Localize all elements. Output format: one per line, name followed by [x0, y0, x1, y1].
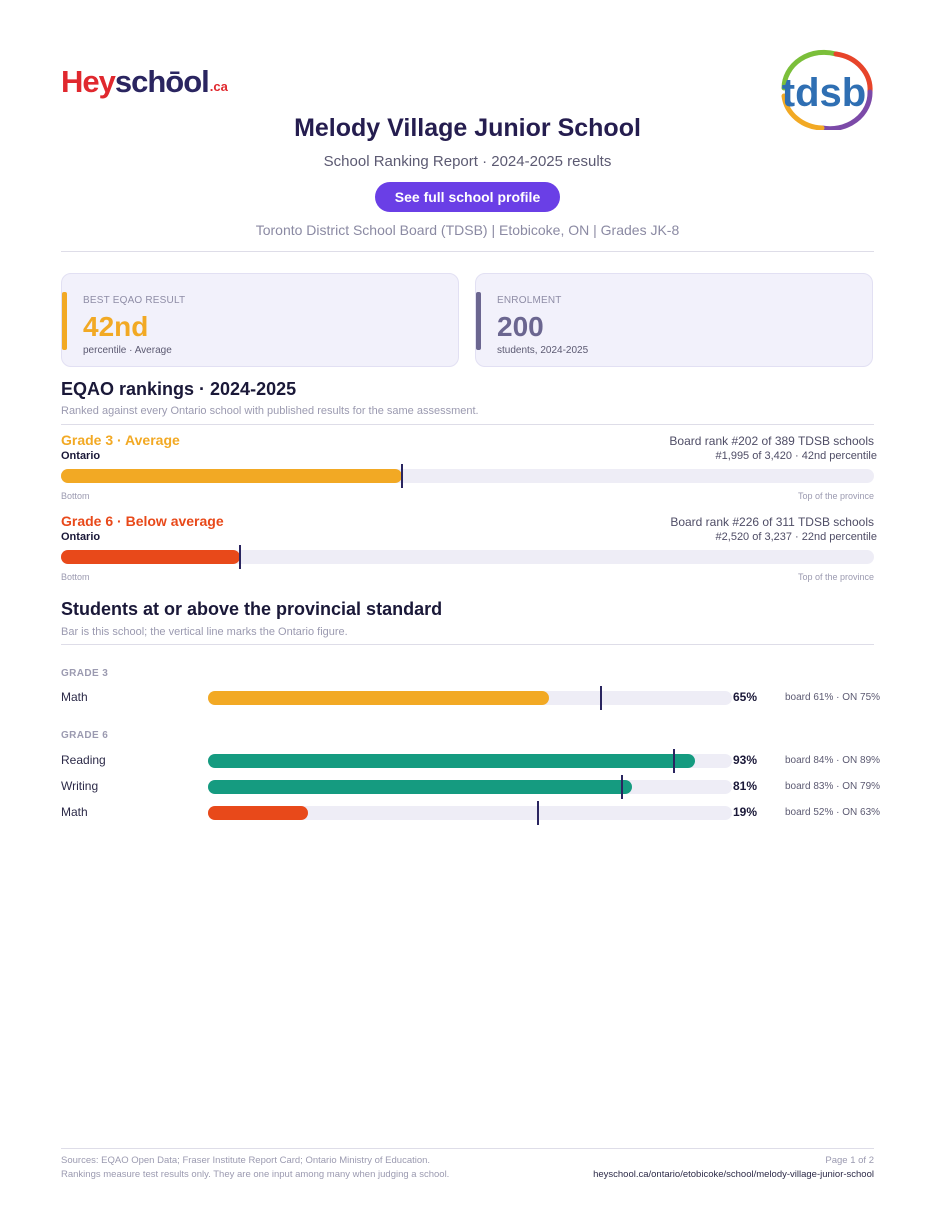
g6-reading-pct: 93% [733, 753, 758, 767]
best-eqao-label: BEST EQAO RESULT [83, 295, 186, 306]
footer-divider [61, 1148, 874, 1149]
tdsb-logo-text: tdsb [782, 71, 866, 115]
rankings-title: EQAO rankings · 2024-2025 [61, 379, 297, 399]
g3-math-compare: board 61% · ON 75% [785, 692, 881, 703]
logo-hey-text: Hey [61, 64, 116, 99]
g6-math-fill [208, 806, 308, 820]
g6-writing-track [208, 775, 732, 799]
g6-writing-ontario-marker [620, 775, 623, 799]
grade6-board-rank: Board rank #226 of 311 TDSB schools [670, 515, 874, 529]
g3-math-ontario-marker [600, 686, 602, 710]
standards-subtitle: Bar is this school; the vertical line ma… [61, 626, 348, 638]
footer-sources: Sources: EQAO Open Data; Fraser Institut… [61, 1155, 431, 1166]
g6-reading-fill [208, 754, 696, 768]
g3-math-track [208, 686, 732, 710]
grade3-rank-track [61, 464, 874, 488]
g6-writing-pct: 81% [733, 779, 758, 793]
g6-reading-track [208, 749, 732, 773]
grade6-rank-marker [238, 545, 241, 569]
rankings-divider [61, 424, 874, 425]
heyschool-logo[interactable]: Hey schōol .ca [61, 60, 228, 100]
g6-writing-fill [208, 780, 633, 794]
g6-reading-subject: Reading [61, 753, 106, 767]
g6-math-track [208, 801, 732, 825]
footer-disclaimer: Rankings measure test results only. They… [61, 1169, 450, 1180]
g3-math-fill [208, 691, 549, 705]
enrolment-value: 200 [497, 311, 544, 342]
card-accent-bar [62, 292, 67, 350]
standards-title: Students at or above the provincial stan… [61, 599, 443, 619]
g6-writing-compare: board 83% · ON 79% [785, 781, 881, 792]
enrolment-card: ENROLMENT 200 students, 2024-2025 [475, 273, 873, 367]
standards-divider [61, 644, 874, 645]
grade3-axis-top: Top of the province [797, 491, 874, 501]
grade6-rank-label: Grade 6 · Below average [61, 513, 224, 529]
grade6-axis-bottom: Bottom [61, 572, 90, 582]
enrolment-note: students, 2024-2025 [497, 345, 589, 356]
header-divider [61, 251, 874, 252]
best-eqao-value: 42nd [83, 311, 149, 342]
grade6-rank-scope: Ontario [61, 531, 101, 543]
grade6-rank-track [61, 545, 874, 569]
g6-math-ontario-marker [537, 801, 540, 825]
grade3-rank-marker [401, 464, 404, 488]
grade3-rank-scope: Ontario [61, 450, 101, 462]
g6-math-pct: 19% [733, 805, 758, 819]
card-accent-bar [476, 292, 481, 350]
g6-reading-ontario-marker [673, 749, 676, 773]
see-full-profile-button[interactable]: See full school profile [375, 182, 560, 212]
grade3-heading: GRADE 3 [61, 668, 109, 679]
grade6-rank-fill [61, 550, 240, 564]
school-meta-line: Toronto District School Board (TDSB) | E… [255, 222, 680, 238]
logo-school-text: schōol [114, 64, 210, 99]
grade6-province-rank: #2,520 of 3,237 · 22nd percentile [715, 531, 877, 543]
g6-math-subject: Math [61, 805, 88, 819]
g3-math-subject: Math [61, 690, 88, 704]
rankings-subtitle: Ranked against every Ontario school with… [61, 405, 479, 417]
tdsb-logo: tdsb [781, 49, 873, 130]
grade6-axis-top: Top of the province [797, 572, 874, 582]
enrolment-label: ENROLMENT [497, 295, 562, 306]
g6-reading-compare: board 84% · ON 89% [785, 755, 881, 766]
page-title: Melody Village Junior School [294, 114, 641, 142]
grade6-heading: GRADE 6 [61, 730, 109, 741]
best-eqao-card: BEST EQAO RESULT 42nd percentile · Avera… [61, 273, 459, 367]
g6-math-compare: board 52% · ON 63% [785, 807, 881, 818]
best-eqao-note: percentile · Average [83, 345, 172, 356]
report-subtitle: School Ranking Report · 2024-2025 result… [323, 153, 612, 170]
grade3-province-rank: #1,995 of 3,420 · 42nd percentile [715, 450, 877, 462]
logo-ca-text: .ca [209, 79, 228, 94]
g6-writing-subject: Writing [61, 779, 99, 793]
grade3-rank-label: Grade 3 · Average [61, 432, 180, 448]
grade3-board-rank: Board rank #202 of 389 TDSB schools [669, 434, 874, 448]
grade3-rank-fill [61, 469, 403, 483]
footer-page-number: Page 1 of 2 [825, 1155, 874, 1166]
grade3-axis-bottom: Bottom [61, 491, 90, 501]
g3-math-pct: 65% [733, 690, 758, 704]
footer-url-link[interactable]: heyschool.ca/ontario/etobicoke/school/me… [593, 1169, 874, 1180]
